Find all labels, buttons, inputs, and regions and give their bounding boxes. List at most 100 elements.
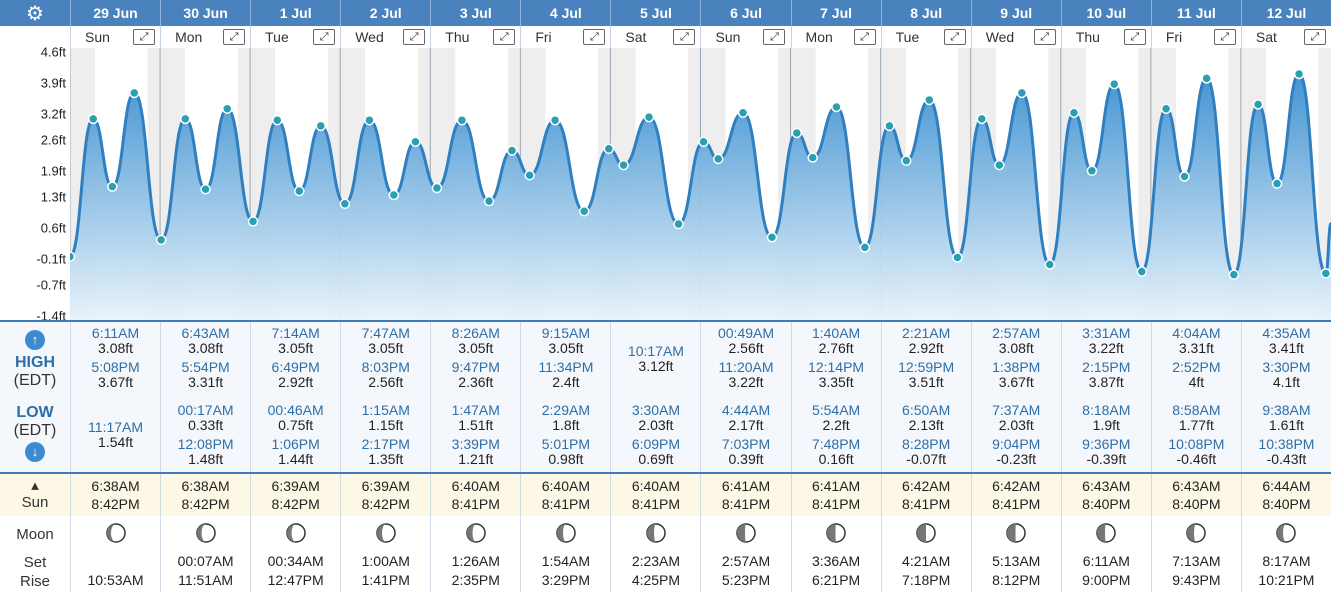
moon-column: 00:34AM 12:47PM xyxy=(250,516,340,592)
tide-point[interactable] xyxy=(807,152,818,163)
expand-icon[interactable]: ⤢ xyxy=(763,29,786,45)
tide-point[interactable] xyxy=(1136,266,1148,277)
tide-point[interactable] xyxy=(901,155,912,166)
low-time: 1:06PM xyxy=(271,436,320,452)
weekday-label: Mon xyxy=(175,29,203,45)
tide-point[interactable] xyxy=(1068,107,1080,118)
tide-point[interactable] xyxy=(107,181,118,192)
expand-icon[interactable]: ⤢ xyxy=(1123,29,1146,45)
low-time: 4:44AM xyxy=(721,402,771,418)
expand-icon[interactable]: ⤢ xyxy=(673,29,696,45)
expand-icon[interactable]: ⤢ xyxy=(133,29,155,45)
moon-column: 1:00AM 1:41PM xyxy=(340,516,430,592)
tide-point[interactable] xyxy=(506,145,518,156)
tide-point[interactable] xyxy=(712,153,724,165)
sun-column: 6:38AM 8:42PM xyxy=(160,474,250,516)
expand-icon[interactable]: ⤢ xyxy=(943,29,966,45)
tide-point[interactable] xyxy=(549,114,561,126)
high-time: 1:40AM xyxy=(811,325,861,341)
tide-point[interactable] xyxy=(791,127,803,139)
tide-point[interactable] xyxy=(155,234,167,246)
expand-icon[interactable]: ⤢ xyxy=(1033,29,1056,45)
tide-point[interactable] xyxy=(364,114,375,126)
tide-point[interactable] xyxy=(339,198,351,210)
tide-point[interactable] xyxy=(456,114,468,126)
low-time: 7:37AM xyxy=(992,402,1041,418)
sunrise-time: 6:38AM xyxy=(181,478,230,494)
tide-point[interactable] xyxy=(221,103,233,115)
tide-point[interactable] xyxy=(1293,68,1305,80)
moon-phase-icon xyxy=(916,523,936,543)
expand-icon[interactable]: ⤢ xyxy=(223,29,246,45)
tide-point[interactable] xyxy=(643,111,655,123)
tide-point[interactable] xyxy=(924,94,935,106)
expand-icon[interactable]: ⤢ xyxy=(583,29,606,45)
tide-point[interactable] xyxy=(315,120,327,132)
sun-column: 6:42AM 8:41PM xyxy=(880,474,971,516)
high-label: HIGH xyxy=(15,354,55,371)
tide-point[interactable] xyxy=(483,195,495,207)
expand-icon[interactable]: ⤢ xyxy=(313,29,336,45)
tide-point[interactable] xyxy=(994,159,1005,171)
tide-point[interactable] xyxy=(1252,99,1264,110)
tide-point[interactable] xyxy=(1201,73,1212,84)
moonset-time: 00:34AM xyxy=(267,553,324,569)
low-height: 2.03ft xyxy=(998,417,1034,433)
tide-point[interactable] xyxy=(1086,165,1098,177)
tide-point[interactable] xyxy=(673,218,684,230)
tide-point[interactable] xyxy=(1160,103,1172,115)
weekday-label: Sun xyxy=(85,29,110,45)
tide-point[interactable] xyxy=(180,113,191,125)
tide-point[interactable] xyxy=(1179,171,1190,182)
tide-point[interactable] xyxy=(524,169,535,181)
tide-point[interactable] xyxy=(87,113,99,125)
y-tick-label: 0.6ft xyxy=(40,220,66,236)
low-height: 0.33ft xyxy=(188,417,224,433)
tide-point[interactable] xyxy=(952,252,963,263)
tide-point[interactable] xyxy=(1320,268,1331,279)
tide-point[interactable] xyxy=(1108,78,1120,90)
expand-icon[interactable]: ⤢ xyxy=(1213,29,1236,45)
tide-chart xyxy=(70,48,1331,320)
low-height: 2.13ft xyxy=(908,417,944,433)
weekday-cell: Mon ⤢ xyxy=(790,26,881,48)
high-height: 3.08ft xyxy=(98,340,134,356)
tide-point[interactable] xyxy=(831,101,842,113)
day-column: 6:11AM 3.08ft 5:08PM 3.67ft 11:17AM 1.54ft xyxy=(70,322,160,472)
tide-point[interactable] xyxy=(1016,87,1028,99)
tide-point[interactable] xyxy=(766,231,778,243)
tide-point[interactable] xyxy=(1044,259,1056,270)
moon-column: 2:57AM 5:23PM xyxy=(700,516,790,592)
gear-icon[interactable]: ⚙ xyxy=(26,2,44,25)
high-height: 3.31ft xyxy=(188,374,224,390)
tide-point[interactable] xyxy=(272,114,283,126)
tide-point[interactable] xyxy=(129,87,140,99)
expand-icon[interactable]: ⤢ xyxy=(403,29,426,45)
tide-point[interactable] xyxy=(70,251,76,262)
tide-point[interactable] xyxy=(603,143,615,155)
tide-point[interactable] xyxy=(737,107,749,118)
tide-point[interactable] xyxy=(578,206,590,217)
low-time: 2:29AM xyxy=(541,402,590,418)
tide-point[interactable] xyxy=(431,182,443,194)
expand-icon[interactable]: ⤢ xyxy=(853,29,876,45)
tide-point[interactable] xyxy=(200,184,211,195)
y-tick-label: 3.2ft xyxy=(40,106,66,122)
tide-point[interactable] xyxy=(410,136,421,148)
tide-point[interactable] xyxy=(388,189,400,201)
tide-point[interactable] xyxy=(859,242,871,253)
weekday-cell: Fri ⤢ xyxy=(1150,26,1241,48)
day-column: 3:31AM 3.22ft 2:15PM 3.87ft 8:18AM 1.9ft 9:36P… xyxy=(1060,322,1151,472)
tide-point[interactable] xyxy=(884,120,895,132)
expand-icon[interactable]: ⤢ xyxy=(493,29,516,45)
tide-point[interactable] xyxy=(294,185,305,197)
expand-icon[interactable]: ⤢ xyxy=(1303,29,1326,45)
tide-point[interactable] xyxy=(976,113,988,125)
tide-point[interactable] xyxy=(1228,269,1240,280)
moonset-time: 1:26AM xyxy=(451,553,500,569)
sunrise-time: 6:40AM xyxy=(541,478,590,494)
tide-point[interactable] xyxy=(247,216,259,227)
tide-point[interactable] xyxy=(698,136,709,148)
tide-point[interactable] xyxy=(618,159,629,171)
tide-point[interactable] xyxy=(1271,178,1283,189)
